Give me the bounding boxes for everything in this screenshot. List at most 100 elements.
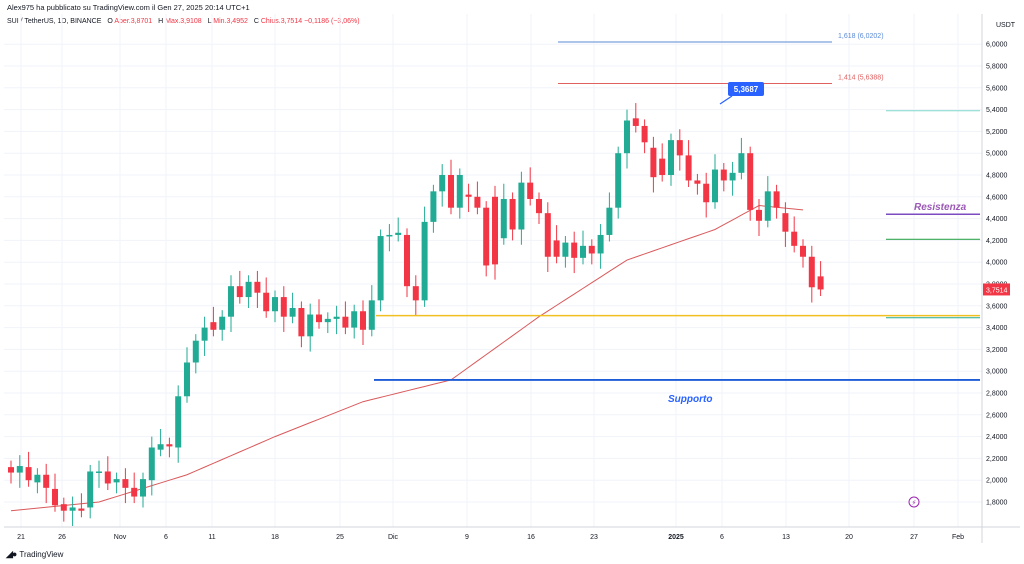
x-tick-label: 18 xyxy=(271,534,279,541)
candle-body xyxy=(184,362,190,397)
y-tick-label: 4,8000 xyxy=(986,173,1008,180)
candle-body xyxy=(694,180,701,184)
candle-body xyxy=(632,118,639,126)
y-tick-label: 2,6000 xyxy=(986,412,1008,419)
candle-body xyxy=(192,340,199,363)
candle-body xyxy=(606,207,613,235)
candle-body xyxy=(641,125,648,143)
x-tick-label: 6 xyxy=(164,534,168,541)
candle-body xyxy=(228,286,234,317)
candle-body xyxy=(157,444,164,450)
x-tick-label: Nov xyxy=(114,534,127,541)
candle-body xyxy=(16,466,23,473)
x-tick-label: 26 xyxy=(58,534,66,541)
candle-body xyxy=(377,236,384,301)
change-value: −0,1186 (−3,06%) xyxy=(304,18,360,25)
support-label: Supporto xyxy=(668,394,712,405)
y-tick-label: 3,2000 xyxy=(986,347,1008,354)
x-tick-label: Feb xyxy=(952,534,964,541)
candle-body xyxy=(360,311,366,330)
candle-body xyxy=(52,488,58,506)
lightning-glyph: ⚡ xyxy=(912,499,917,507)
candle-body xyxy=(791,231,798,246)
candle-body xyxy=(8,467,14,473)
candle-body xyxy=(659,158,666,175)
y-tick-label: 2,0000 xyxy=(986,478,1008,485)
open-value: Aper.3,8701 xyxy=(114,18,153,25)
high-label: H xyxy=(158,18,164,25)
candle-body xyxy=(474,196,481,208)
brand-name: TradingView xyxy=(19,550,64,559)
high-callout-label: 5,3687 xyxy=(734,85,759,94)
candle-body xyxy=(518,182,525,230)
candle-body xyxy=(245,281,252,298)
candle-body xyxy=(140,479,146,497)
candle-body xyxy=(236,286,243,298)
lightning-icon xyxy=(908,496,920,508)
candle-body xyxy=(817,276,824,290)
x-tick-label: 6 xyxy=(720,534,724,541)
y-tick-label: 5,0000 xyxy=(986,151,1008,158)
candle-body xyxy=(201,327,208,341)
y-tick-label: 2,4000 xyxy=(986,434,1008,441)
candle-body xyxy=(782,213,789,232)
y-tick-label: 2,2000 xyxy=(986,456,1008,463)
candle-body xyxy=(439,175,446,192)
y-tick-label: 4,0000 xyxy=(986,260,1008,267)
candle-body xyxy=(588,245,595,254)
y-tick-label: 5,2000 xyxy=(986,129,1008,136)
x-tick-label: 21 xyxy=(17,534,25,541)
y-tick-label: 4,6000 xyxy=(986,194,1008,201)
candle-body xyxy=(78,508,85,511)
candle-body xyxy=(544,213,551,257)
candle-body xyxy=(800,245,806,257)
candle-body xyxy=(500,198,507,239)
candle-body xyxy=(404,234,410,287)
candle-body xyxy=(412,286,419,301)
candle-body xyxy=(808,256,815,288)
candle-body xyxy=(456,175,463,208)
candle-body xyxy=(298,307,305,337)
x-tick-label: 2025 xyxy=(668,534,684,541)
candle-body xyxy=(69,507,76,511)
candle-body xyxy=(562,242,569,257)
tradingview-logo-icon: ◢● xyxy=(6,549,17,559)
x-tick-label: 13 xyxy=(782,534,790,541)
candle-body xyxy=(263,292,270,312)
candle-body xyxy=(773,191,780,208)
y-tick-label: 6,0000 xyxy=(986,42,1008,49)
candle-body xyxy=(25,467,32,481)
candle-body xyxy=(465,194,472,197)
high-callout-pointer xyxy=(719,95,733,105)
last-price-label: 3,7514 xyxy=(986,287,1008,294)
candle-body xyxy=(368,300,375,330)
y-tick-label: 5,8000 xyxy=(986,64,1008,71)
y-tick-label: 1,8000 xyxy=(986,500,1008,507)
candle-body xyxy=(272,297,278,312)
y-tick-label: 3,0000 xyxy=(986,369,1008,376)
candle-body xyxy=(553,240,560,257)
high-value: Max.3,9108 xyxy=(165,18,202,25)
close-label: C xyxy=(253,18,259,25)
fib-1618-label: 1,618 (6,0202) xyxy=(838,33,884,40)
x-tick-label: 25 xyxy=(336,534,344,541)
candle-body xyxy=(764,191,771,221)
low-label: L xyxy=(207,18,212,25)
candle-body xyxy=(738,153,745,173)
y-tick-label: 3,6000 xyxy=(986,303,1008,310)
symbol-info: SUI / TetherUS, 1D, BINANCE O Aper.3,870… xyxy=(7,18,360,25)
candle-body xyxy=(316,314,322,323)
candle-body xyxy=(333,316,340,319)
x-tick-label: 20 xyxy=(845,534,853,541)
x-tick-label: 9 xyxy=(465,534,469,541)
candle-body xyxy=(615,153,622,208)
candle-body xyxy=(60,504,67,511)
candle-body xyxy=(280,297,287,317)
candle-body xyxy=(307,314,314,337)
y-tick-label: 2,8000 xyxy=(986,391,1008,398)
candle-body xyxy=(650,147,657,178)
candle-body xyxy=(624,120,630,154)
x-tick-label: 11 xyxy=(208,534,215,541)
brand: ◢● TradingView xyxy=(6,549,63,560)
